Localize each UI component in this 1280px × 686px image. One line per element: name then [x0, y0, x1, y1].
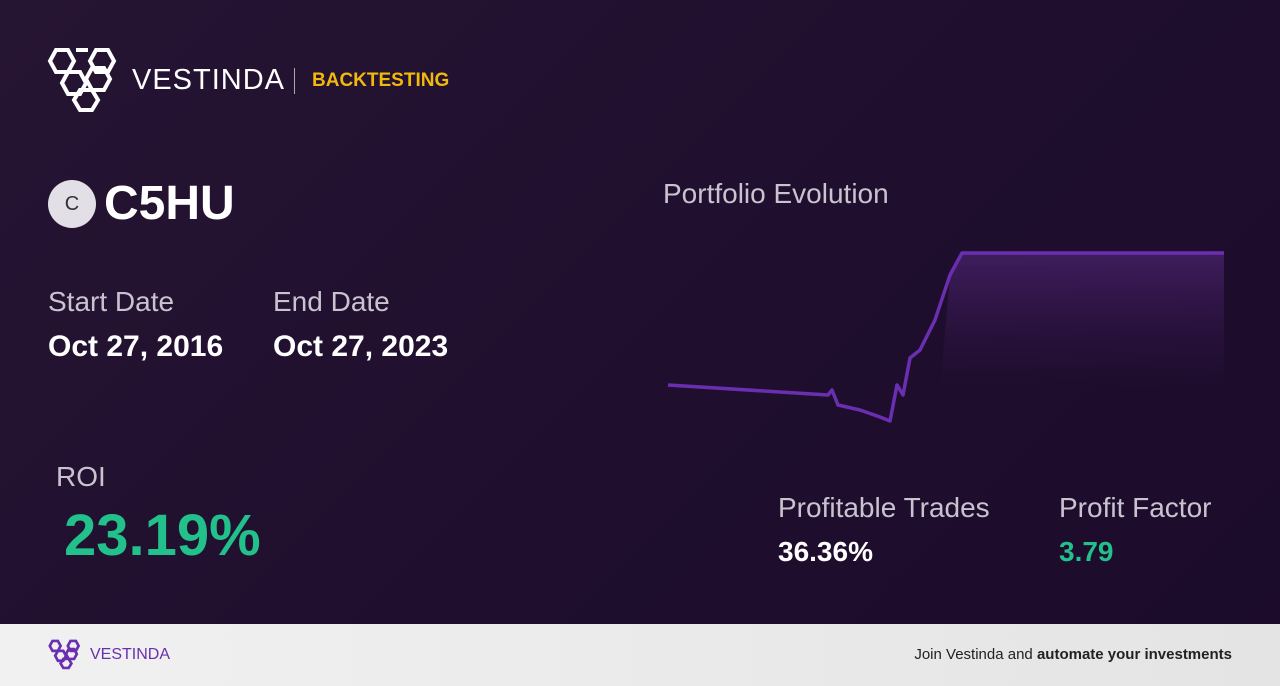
- ticker: C5HU: [104, 177, 235, 230]
- brand: VESTINDA: [132, 64, 286, 96]
- footer: VESTINDA Join Vestinda and automate your…: [0, 624, 1280, 686]
- roi-value: 23.19%: [64, 503, 261, 568]
- chart-title: Portfolio Evolution: [663, 178, 889, 209]
- divider: [294, 68, 295, 94]
- end-date: Oct 27, 2023: [273, 330, 449, 363]
- line: [667, 251, 1224, 423]
- trades-label: Profitable Trades: [778, 492, 990, 523]
- end-label: End Date: [273, 286, 390, 317]
- factor-value: 3.79: [1059, 536, 1114, 567]
- trades-value: 36.36%: [778, 536, 873, 567]
- footer-cta: Join Vestinda and automate your investme…: [914, 646, 1232, 663]
- start-date: Oct 27, 2016: [48, 330, 224, 363]
- asset-icon: C: [48, 180, 96, 228]
- factor-label: Profit Factor: [1059, 492, 1212, 523]
- cta-prefix: Join Vestinda and: [914, 646, 1033, 663]
- section: BACKTESTING: [312, 70, 450, 91]
- sparkline: [667, 251, 1224, 423]
- roi-label: ROI: [56, 461, 106, 492]
- start-label: Start Date: [48, 286, 175, 317]
- logo: [47, 48, 117, 112]
- footer-brand: VESTINDA: [90, 646, 171, 663]
- cta-bold: automate your investments: [1036, 646, 1232, 663]
- area: [940, 253, 1224, 390]
- footer-logo: [48, 639, 81, 670]
